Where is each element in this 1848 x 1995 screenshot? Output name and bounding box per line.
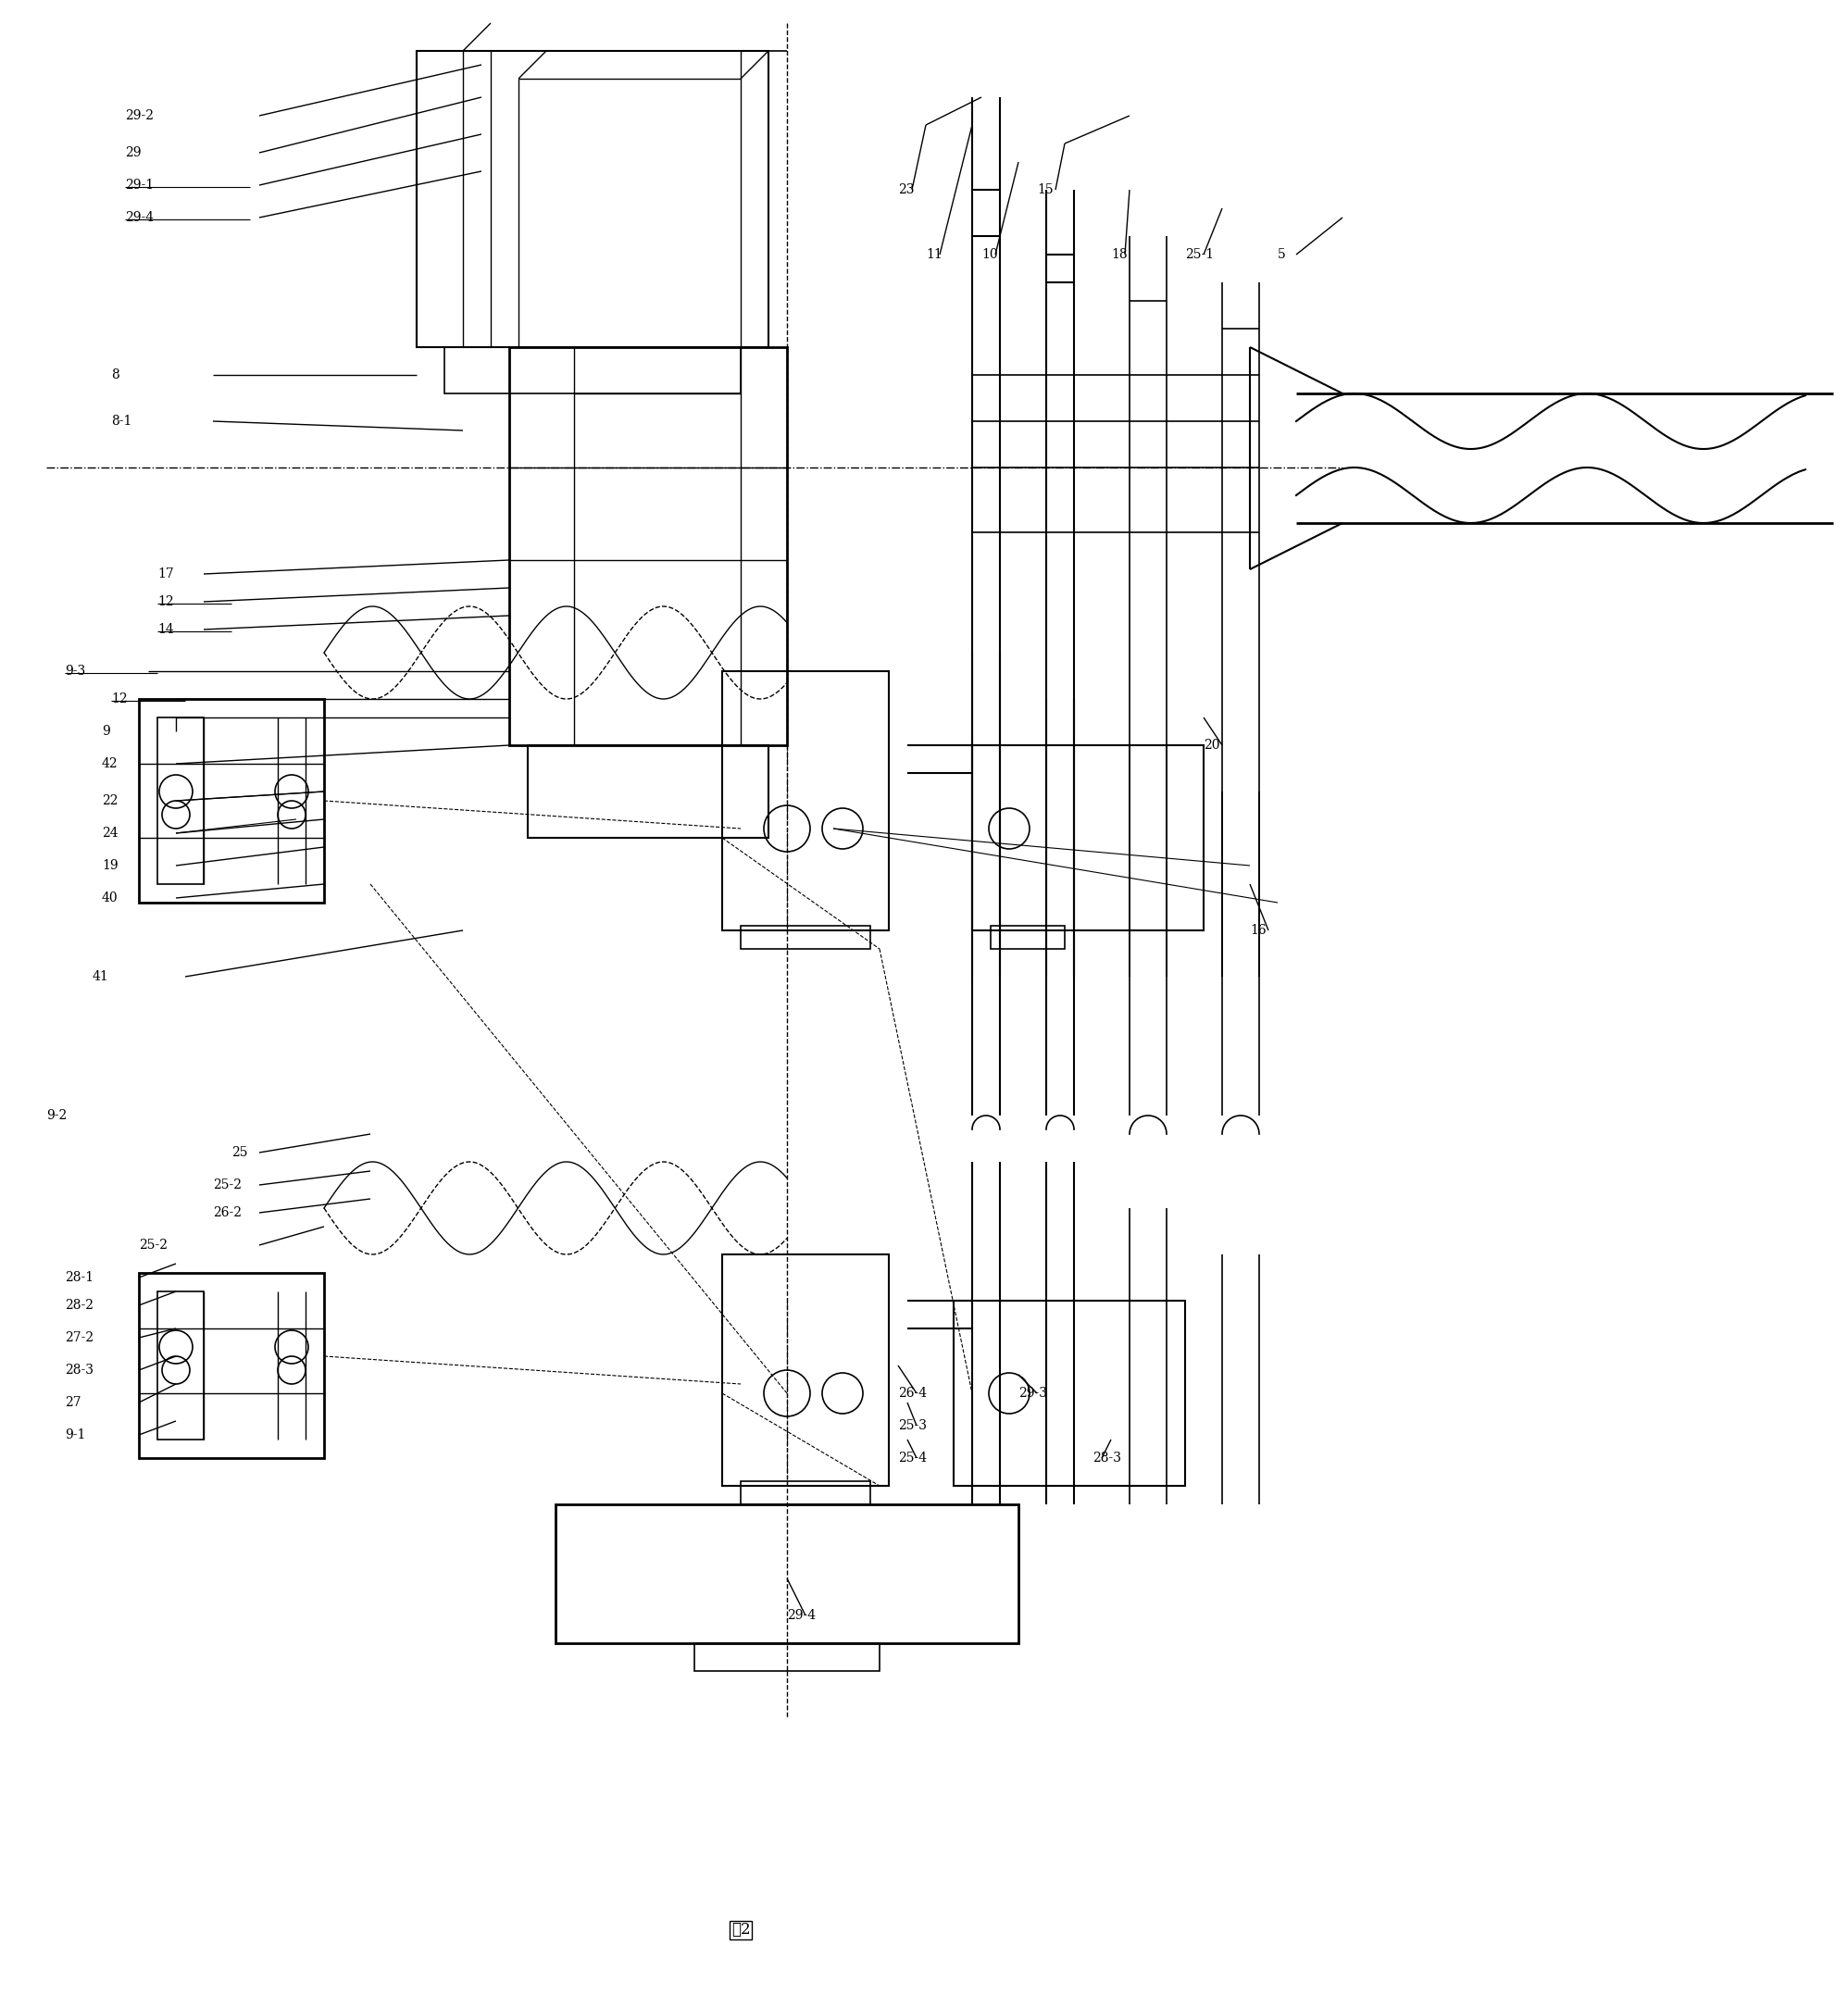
Bar	[157, 718, 203, 884]
Bar	[444, 347, 741, 393]
Text: 8-1: 8-1	[111, 415, 131, 427]
Text: 18: 18	[1111, 247, 1127, 261]
Bar	[157, 1291, 203, 1440]
Text: 12: 12	[157, 595, 174, 608]
Text: 15: 15	[1037, 184, 1053, 196]
Text: 12: 12	[111, 692, 128, 706]
Bar	[695, 1644, 880, 1672]
Text: 9-1: 9-1	[65, 1428, 85, 1442]
Text: 9-2: 9-2	[46, 1109, 67, 1121]
Text: 41: 41	[92, 970, 109, 984]
Text: 8: 8	[111, 369, 120, 381]
Text: 14: 14	[157, 622, 174, 636]
Text: 25-2: 25-2	[213, 1179, 242, 1191]
Text: 28-3: 28-3	[65, 1365, 94, 1377]
Text: 9: 9	[102, 724, 109, 738]
Text: 20: 20	[1203, 738, 1220, 752]
Text: 40: 40	[102, 892, 118, 904]
Text: 42: 42	[102, 758, 118, 770]
Text: 25-2: 25-2	[139, 1239, 168, 1251]
Text: 26-2: 26-2	[213, 1207, 242, 1219]
Bar	[954, 1301, 1185, 1486]
Text: 5: 5	[1277, 247, 1286, 261]
Bar	[556, 1504, 1018, 1644]
Text: 28-2: 28-2	[65, 1299, 94, 1313]
Text: 27-2: 27-2	[65, 1331, 94, 1345]
Text: 11: 11	[926, 247, 942, 261]
Bar	[416, 52, 769, 347]
Text: 25-3: 25-3	[898, 1418, 928, 1432]
Bar	[991, 926, 1064, 950]
Text: 23: 23	[898, 184, 915, 196]
Polygon shape	[1249, 347, 1342, 569]
Text: 29: 29	[126, 146, 140, 160]
Text: 29-4: 29-4	[126, 211, 153, 223]
Text: 27: 27	[65, 1396, 81, 1408]
Text: 24: 24	[102, 826, 118, 840]
Text: 25-1: 25-1	[1185, 247, 1214, 261]
Bar	[510, 347, 787, 746]
Bar	[972, 746, 1203, 930]
Text: 图2: 图2	[732, 1923, 750, 1937]
Text: 29-1: 29-1	[126, 180, 153, 192]
Text: 29-4: 29-4	[787, 1608, 815, 1622]
Text: 25: 25	[231, 1145, 248, 1159]
Text: 26-4: 26-4	[898, 1387, 928, 1400]
Text: 28-1: 28-1	[65, 1271, 94, 1285]
Text: 22: 22	[102, 794, 118, 808]
Bar	[741, 926, 870, 950]
Bar	[723, 670, 889, 930]
Text: 16: 16	[1249, 924, 1266, 938]
Bar	[741, 1480, 870, 1504]
Text: 17: 17	[157, 567, 174, 581]
Bar	[529, 746, 769, 838]
Text: 10: 10	[981, 247, 998, 261]
Bar	[139, 698, 323, 902]
Text: 28-3: 28-3	[1092, 1452, 1122, 1464]
Text: 29-3: 29-3	[1018, 1387, 1048, 1400]
Text: 9-3: 9-3	[65, 664, 85, 678]
Bar	[139, 1273, 323, 1458]
Text: 25-4: 25-4	[898, 1452, 928, 1464]
Text: 29-2: 29-2	[126, 110, 153, 122]
Text: 19: 19	[102, 860, 118, 872]
Bar	[723, 1255, 889, 1486]
